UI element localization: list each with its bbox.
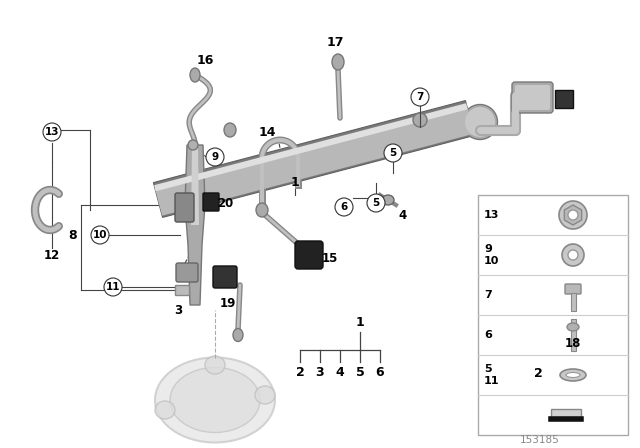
Text: 5: 5 — [356, 366, 364, 379]
Polygon shape — [185, 145, 205, 305]
Text: 16: 16 — [196, 53, 214, 66]
FancyBboxPatch shape — [175, 193, 194, 222]
Ellipse shape — [188, 140, 198, 150]
FancyBboxPatch shape — [213, 266, 237, 288]
Bar — [570, 319, 575, 351]
Text: 13: 13 — [484, 210, 499, 220]
Ellipse shape — [382, 195, 394, 205]
Bar — [175, 285, 189, 295]
Ellipse shape — [465, 107, 495, 137]
Text: 6: 6 — [340, 202, 348, 212]
Text: 6: 6 — [484, 330, 492, 340]
Ellipse shape — [190, 68, 200, 82]
Text: 7: 7 — [484, 290, 492, 300]
Ellipse shape — [255, 386, 275, 404]
Circle shape — [559, 201, 587, 229]
FancyBboxPatch shape — [203, 193, 219, 211]
Circle shape — [91, 226, 109, 244]
Text: 2: 2 — [296, 366, 305, 379]
Text: 2: 2 — [534, 366, 542, 379]
Ellipse shape — [224, 123, 236, 137]
Circle shape — [43, 123, 61, 141]
Text: 1: 1 — [356, 315, 364, 328]
Circle shape — [206, 148, 224, 166]
Text: 10: 10 — [93, 230, 108, 240]
Circle shape — [568, 250, 578, 260]
Text: 5: 5 — [389, 148, 397, 158]
Ellipse shape — [155, 358, 275, 443]
Bar — [555, 90, 573, 108]
Ellipse shape — [256, 203, 268, 217]
Text: 19: 19 — [220, 297, 236, 310]
Ellipse shape — [567, 323, 579, 331]
Text: 7: 7 — [416, 92, 424, 102]
Polygon shape — [154, 103, 468, 191]
Text: 5: 5 — [372, 198, 380, 208]
Polygon shape — [155, 106, 474, 215]
Polygon shape — [564, 205, 582, 225]
Text: 4: 4 — [399, 208, 407, 221]
Ellipse shape — [205, 356, 225, 374]
Text: 8: 8 — [68, 228, 77, 241]
FancyBboxPatch shape — [515, 85, 550, 110]
Ellipse shape — [566, 372, 580, 378]
Text: 4: 4 — [335, 366, 344, 379]
Circle shape — [335, 198, 353, 216]
Text: 6: 6 — [376, 366, 384, 379]
Text: 13: 13 — [45, 127, 60, 137]
Polygon shape — [551, 409, 581, 419]
Circle shape — [568, 210, 578, 220]
Text: 18: 18 — [565, 336, 581, 349]
Text: 5
11: 5 11 — [484, 364, 499, 386]
Text: 9
10: 9 10 — [484, 244, 499, 266]
Text: 9: 9 — [211, 152, 219, 162]
Text: 3: 3 — [174, 303, 182, 316]
Text: 15: 15 — [322, 251, 338, 264]
FancyBboxPatch shape — [512, 82, 553, 113]
Bar — [570, 293, 575, 311]
Circle shape — [104, 278, 122, 296]
Text: 153185: 153185 — [520, 435, 560, 445]
Circle shape — [411, 88, 429, 106]
FancyBboxPatch shape — [176, 263, 198, 282]
Ellipse shape — [233, 328, 243, 341]
Polygon shape — [154, 101, 475, 217]
Circle shape — [562, 244, 584, 266]
FancyBboxPatch shape — [565, 284, 581, 294]
Ellipse shape — [463, 104, 497, 139]
Ellipse shape — [413, 113, 427, 127]
Text: 14: 14 — [259, 125, 276, 138]
Ellipse shape — [170, 367, 260, 432]
Text: 11: 11 — [106, 282, 120, 292]
Ellipse shape — [155, 401, 175, 419]
Text: 12: 12 — [44, 249, 60, 262]
Text: 3: 3 — [316, 366, 324, 379]
FancyBboxPatch shape — [295, 241, 323, 269]
Text: 1: 1 — [291, 176, 300, 189]
Circle shape — [367, 194, 385, 212]
Bar — [478, 195, 628, 435]
Text: 17: 17 — [326, 35, 344, 48]
Text: 20: 20 — [217, 197, 233, 210]
Ellipse shape — [560, 369, 586, 381]
Circle shape — [384, 144, 402, 162]
Ellipse shape — [332, 54, 344, 70]
Polygon shape — [191, 145, 199, 225]
